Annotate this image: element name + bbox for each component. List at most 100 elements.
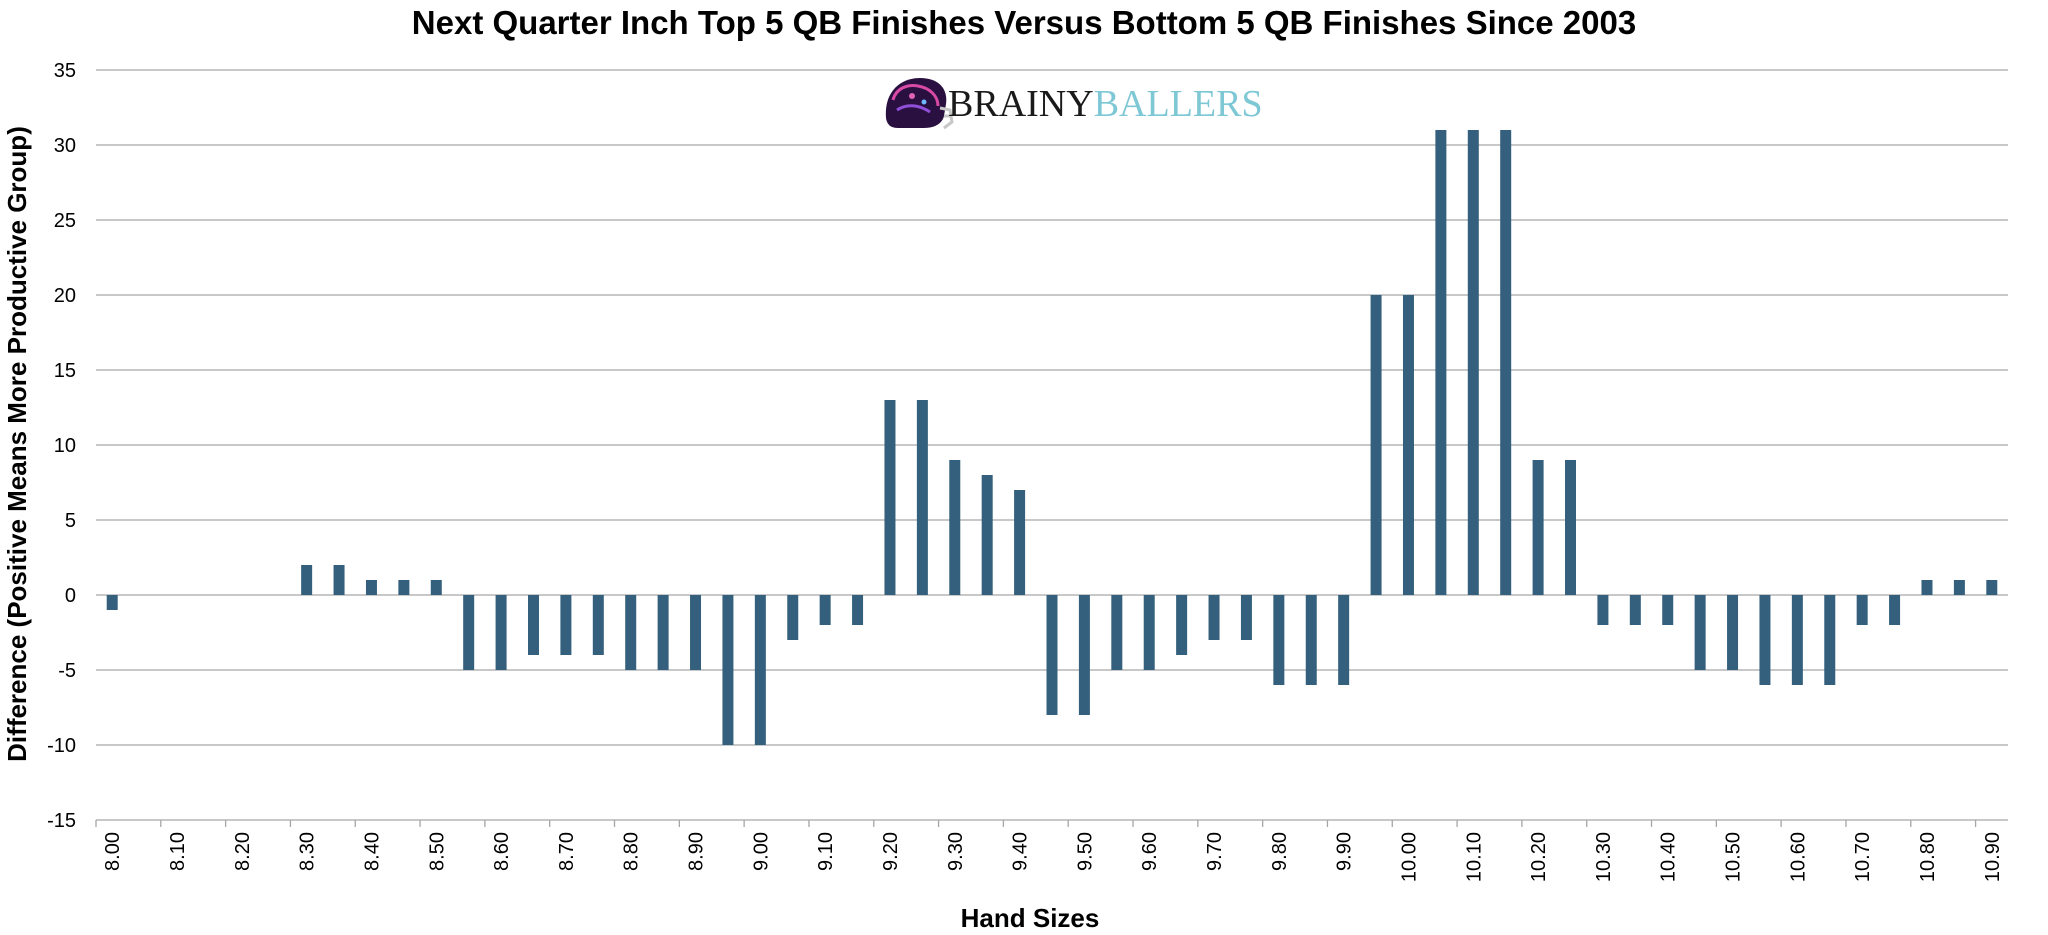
- helmet-icon: [885, 78, 954, 130]
- x-tick-label: 8.30: [297, 832, 319, 871]
- y-tick-label: 30: [54, 135, 76, 157]
- x-tick-label: 9.00: [750, 832, 772, 871]
- logo-wordmark-part2: BALLERS: [1094, 83, 1263, 125]
- bar-8.40: [365, 580, 377, 595]
- x-tick-labels: 8.00 8.10 8.20 8.30 8.40 8.50 8.60 8.70 8.80 8.90…: [102, 832, 2004, 882]
- y-tick-label: 5: [65, 510, 76, 532]
- bar-9.60: [1143, 595, 1155, 670]
- x-tick-label: 8.90: [686, 832, 708, 871]
- bar-9.75: [1240, 595, 1252, 640]
- bar-10.40: [1662, 595, 1674, 625]
- x-tick-label: 10.40: [1658, 832, 1680, 882]
- bar-8.35: [333, 565, 345, 595]
- y-tick-label: 35: [54, 60, 76, 82]
- bar-9.85: [1305, 595, 1317, 685]
- x-tick-label: 9.70: [1204, 832, 1226, 871]
- x-tick-label: 8.70: [556, 832, 578, 871]
- bars: [106, 130, 1998, 745]
- x-axis-title: Hand Sizes: [961, 903, 1100, 933]
- bar-8.30: [301, 565, 313, 595]
- y-tick-label: 0: [65, 585, 76, 607]
- y-axis-title: Difference (Positive Means More Producti…: [2, 126, 32, 762]
- bar-10.10: [1467, 130, 1479, 595]
- x-tick-label: 10.80: [1917, 832, 1939, 882]
- bar-10.25: [1565, 460, 1577, 595]
- bar-9.30: [949, 460, 961, 595]
- bar-9.15: [852, 595, 864, 625]
- bar-10.05: [1435, 130, 1447, 595]
- x-tick-label: 9.50: [1074, 832, 1096, 871]
- x-tick-label: 9.80: [1269, 832, 1291, 871]
- y-tick-labels: 35 30 25 20 15 10 5 0 -5 -10 -15: [47, 60, 76, 832]
- brainy-ballers-logo: BRAINYBALLERS: [885, 78, 1263, 130]
- bar-8.60: [495, 595, 507, 670]
- x-tick-label: 10.10: [1463, 832, 1485, 882]
- x-tick-label: 8.00: [102, 832, 124, 871]
- x-tick-label: 9.40: [1010, 832, 1032, 871]
- bar-8.90: [690, 595, 702, 670]
- x-tick-label: 8.10: [167, 832, 189, 871]
- bar-8.70: [560, 595, 572, 655]
- bar-8.55: [463, 595, 475, 670]
- bar-10.30: [1597, 595, 1609, 625]
- x-tick-label: 8.40: [361, 832, 383, 871]
- bar-10.00: [1402, 295, 1414, 595]
- y-tick-label: 20: [54, 285, 76, 307]
- x-tick-label: 8.80: [621, 832, 643, 871]
- x-tick-label: 10.70: [1852, 832, 1874, 882]
- bar-10.85: [1953, 580, 1965, 595]
- x-tick-label: 9.30: [945, 832, 967, 871]
- bar-10.45: [1694, 595, 1706, 670]
- bar-9.80: [1273, 595, 1285, 685]
- x-tick-label: 10.20: [1528, 832, 1550, 882]
- x-tick-label: 10.50: [1723, 832, 1745, 882]
- bar-9.70: [1208, 595, 1220, 640]
- bar-9.10: [819, 595, 831, 625]
- bar-8.00: [106, 595, 118, 610]
- x-tick-label: 9.60: [1139, 832, 1161, 871]
- bar-9.50: [1078, 595, 1090, 715]
- bar-8.80: [625, 595, 637, 670]
- bar-8.85: [657, 595, 669, 670]
- bar-9.25: [916, 400, 928, 595]
- bar-10.60: [1791, 595, 1803, 685]
- bar-10.55: [1759, 595, 1771, 685]
- bar-10.20: [1532, 460, 1544, 595]
- bar-9.20: [884, 400, 896, 595]
- x-tick-label: 10.60: [1787, 832, 1809, 882]
- bar-9.40: [1014, 490, 1026, 595]
- y-tick-label: 10: [54, 435, 76, 457]
- y-tick-label: -5: [58, 660, 76, 682]
- y-tick-label: -15: [47, 810, 76, 832]
- bar-10.80: [1921, 580, 1933, 595]
- bar-10.70: [1856, 595, 1868, 625]
- bar-9.05: [787, 595, 799, 640]
- bar-9.55: [1111, 595, 1123, 670]
- bar-10.35: [1629, 595, 1641, 625]
- bar-10.50: [1727, 595, 1739, 670]
- bar-8.65: [527, 595, 539, 655]
- logo-wordmark: BRAINYBALLERS: [948, 83, 1263, 125]
- x-tick-label: 9.90: [1334, 832, 1356, 871]
- y-tick-label: 15: [54, 360, 76, 382]
- x-tick-label: 9.20: [880, 832, 902, 871]
- x-tick-label: 8.20: [232, 832, 254, 871]
- bar-9.35: [981, 475, 993, 595]
- y-tick-label: 25: [54, 210, 76, 232]
- bar-9.45: [1046, 595, 1058, 715]
- bar-9.65: [1176, 595, 1188, 655]
- x-tick-label: 10.00: [1398, 832, 1420, 882]
- bar-10.90: [1986, 580, 1998, 595]
- x-tick-label: 10.90: [1982, 832, 2004, 882]
- x-tick-label: 10.30: [1593, 832, 1615, 882]
- chart-title: Next Quarter Inch Top 5 QB Finishes Vers…: [412, 4, 1636, 41]
- bar-9.90: [1338, 595, 1350, 685]
- bar-10.15: [1500, 130, 1512, 595]
- bar-8.75: [592, 595, 604, 655]
- bar-8.95: [722, 595, 734, 745]
- bar-9.00: [754, 595, 766, 745]
- logo-wordmark-part1: BRAINY: [948, 83, 1094, 125]
- bar-10.75: [1889, 595, 1901, 625]
- bar-9.95: [1370, 295, 1382, 595]
